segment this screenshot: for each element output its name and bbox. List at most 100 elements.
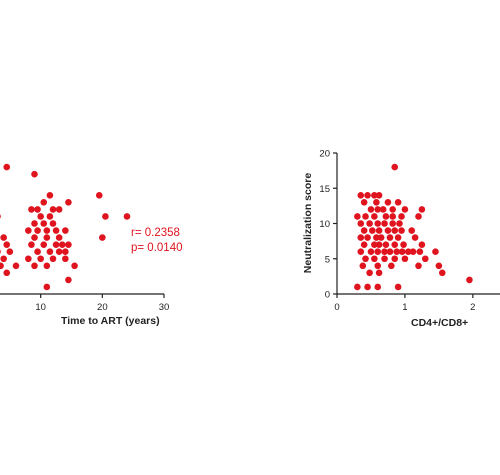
- left-data-point: [55, 206, 63, 213]
- right-data-point: [374, 220, 382, 227]
- right-data-point: [366, 269, 373, 277]
- right-data-point: [354, 213, 361, 220]
- right-data-point: [421, 255, 429, 263]
- right-data-point: [391, 255, 399, 263]
- right-data-point: [393, 248, 401, 255]
- left-data-point: [12, 262, 20, 270]
- right-y-tick-label: 15: [319, 184, 330, 195]
- right-data-point: [388, 262, 395, 270]
- right-data-point: [400, 241, 407, 248]
- right-data-point: [371, 213, 378, 220]
- left-data-point: [123, 213, 131, 220]
- right-x-tick-label: 0: [334, 302, 339, 313]
- left-x-ticks: 10 20 30: [35, 294, 169, 313]
- left-data-point: [31, 234, 38, 241]
- right-data-point: [409, 248, 417, 255]
- right-data-point: [394, 234, 402, 241]
- right-data-point: [401, 206, 409, 213]
- right-data-point: [374, 283, 382, 291]
- left-data-point: [62, 248, 69, 255]
- r-value-annotation: r= 0.2358: [131, 227, 180, 239]
- left-data-point: [49, 255, 57, 263]
- left-data-point: [49, 220, 57, 227]
- left-data-point: [95, 192, 103, 199]
- left-data-point: [52, 241, 60, 248]
- left-data-point: [0, 234, 7, 241]
- right-data-point: [381, 255, 388, 263]
- right-data-point: [389, 220, 396, 227]
- left-data-point: [65, 241, 72, 248]
- right-data-point: [371, 255, 378, 263]
- right-data-point: [360, 241, 368, 248]
- left-x-tick-label: 30: [159, 302, 170, 313]
- left-data-point: [37, 213, 44, 220]
- right-data-point: [371, 241, 378, 248]
- right-data-point: [381, 220, 388, 227]
- left-x-axis-label: Time to ART (years): [61, 315, 160, 327]
- left-data-point: [0, 255, 7, 263]
- left-data-point: [37, 255, 44, 263]
- right-data-point: [432, 248, 439, 255]
- right-data-point: [357, 220, 365, 227]
- right-x-tick-label: 2: [470, 302, 475, 313]
- right-data-point: [364, 283, 371, 291]
- right-data-point: [366, 220, 373, 227]
- right-data-point: [386, 234, 394, 241]
- left-data-point: [58, 241, 66, 248]
- right-y-axis-label: Neutralization score: [302, 173, 314, 274]
- right-data-point: [360, 227, 368, 234]
- right-data-point: [396, 220, 403, 227]
- right-y-tick-label: 10: [319, 219, 330, 230]
- left-data-point: [31, 170, 38, 178]
- left-data-point: [31, 220, 38, 227]
- left-data-point: [43, 234, 51, 241]
- right-data-point: [375, 227, 383, 234]
- left-data-point: [6, 248, 14, 255]
- left-data-point: [46, 248, 54, 255]
- left-data-point: [46, 213, 54, 220]
- right-data-point: [408, 227, 416, 234]
- left-data-point: [43, 262, 51, 270]
- left-data-point: [55, 234, 63, 241]
- right-y-tick-label: 5: [325, 254, 330, 265]
- right-data-point: [438, 269, 446, 277]
- left-data-point: [3, 241, 11, 248]
- left-data-point: [0, 214, 1, 219]
- right-data-point: [391, 163, 399, 171]
- left-data-point: [71, 262, 78, 270]
- right-data-point: [374, 206, 382, 213]
- left-data-point: [28, 241, 35, 248]
- right-data-point: [364, 234, 371, 241]
- right-data-point: [391, 241, 399, 248]
- right-data-point: [401, 255, 409, 263]
- right-data-point: [382, 241, 390, 248]
- left-data-point: [62, 255, 69, 263]
- right-x-axis-label: CD4+/CD8+: [411, 317, 468, 329]
- right-data-point: [375, 269, 383, 277]
- left-data-point: [43, 227, 51, 234]
- left-data-point: [46, 192, 54, 199]
- right-data-point: [362, 213, 369, 220]
- left-data-point: [65, 199, 72, 206]
- left-data-point: [34, 227, 41, 234]
- right-data-point: [398, 227, 405, 234]
- right-data-point: [354, 283, 361, 291]
- right-data-point: [375, 192, 383, 199]
- right-data-point: [373, 199, 380, 206]
- right-y-ticks: 0 5 10 15 20: [319, 149, 337, 301]
- left-data-point: [43, 283, 51, 291]
- right-data-point: [382, 213, 390, 220]
- right-data-point: [367, 206, 375, 213]
- left-data-point: [49, 206, 57, 213]
- left-data-point: [31, 262, 38, 270]
- left-data-point: [0, 262, 4, 270]
- left-x-tick-label: 20: [97, 302, 108, 313]
- right-data-point: [398, 248, 406, 255]
- right-y-tick-label: 20: [319, 149, 330, 160]
- right-data-point: [374, 248, 382, 255]
- left-data-point: [55, 248, 63, 255]
- right-points: [354, 163, 473, 291]
- right-data-point: [362, 255, 369, 263]
- left-data-point: [34, 206, 41, 213]
- right-data-point: [384, 199, 392, 206]
